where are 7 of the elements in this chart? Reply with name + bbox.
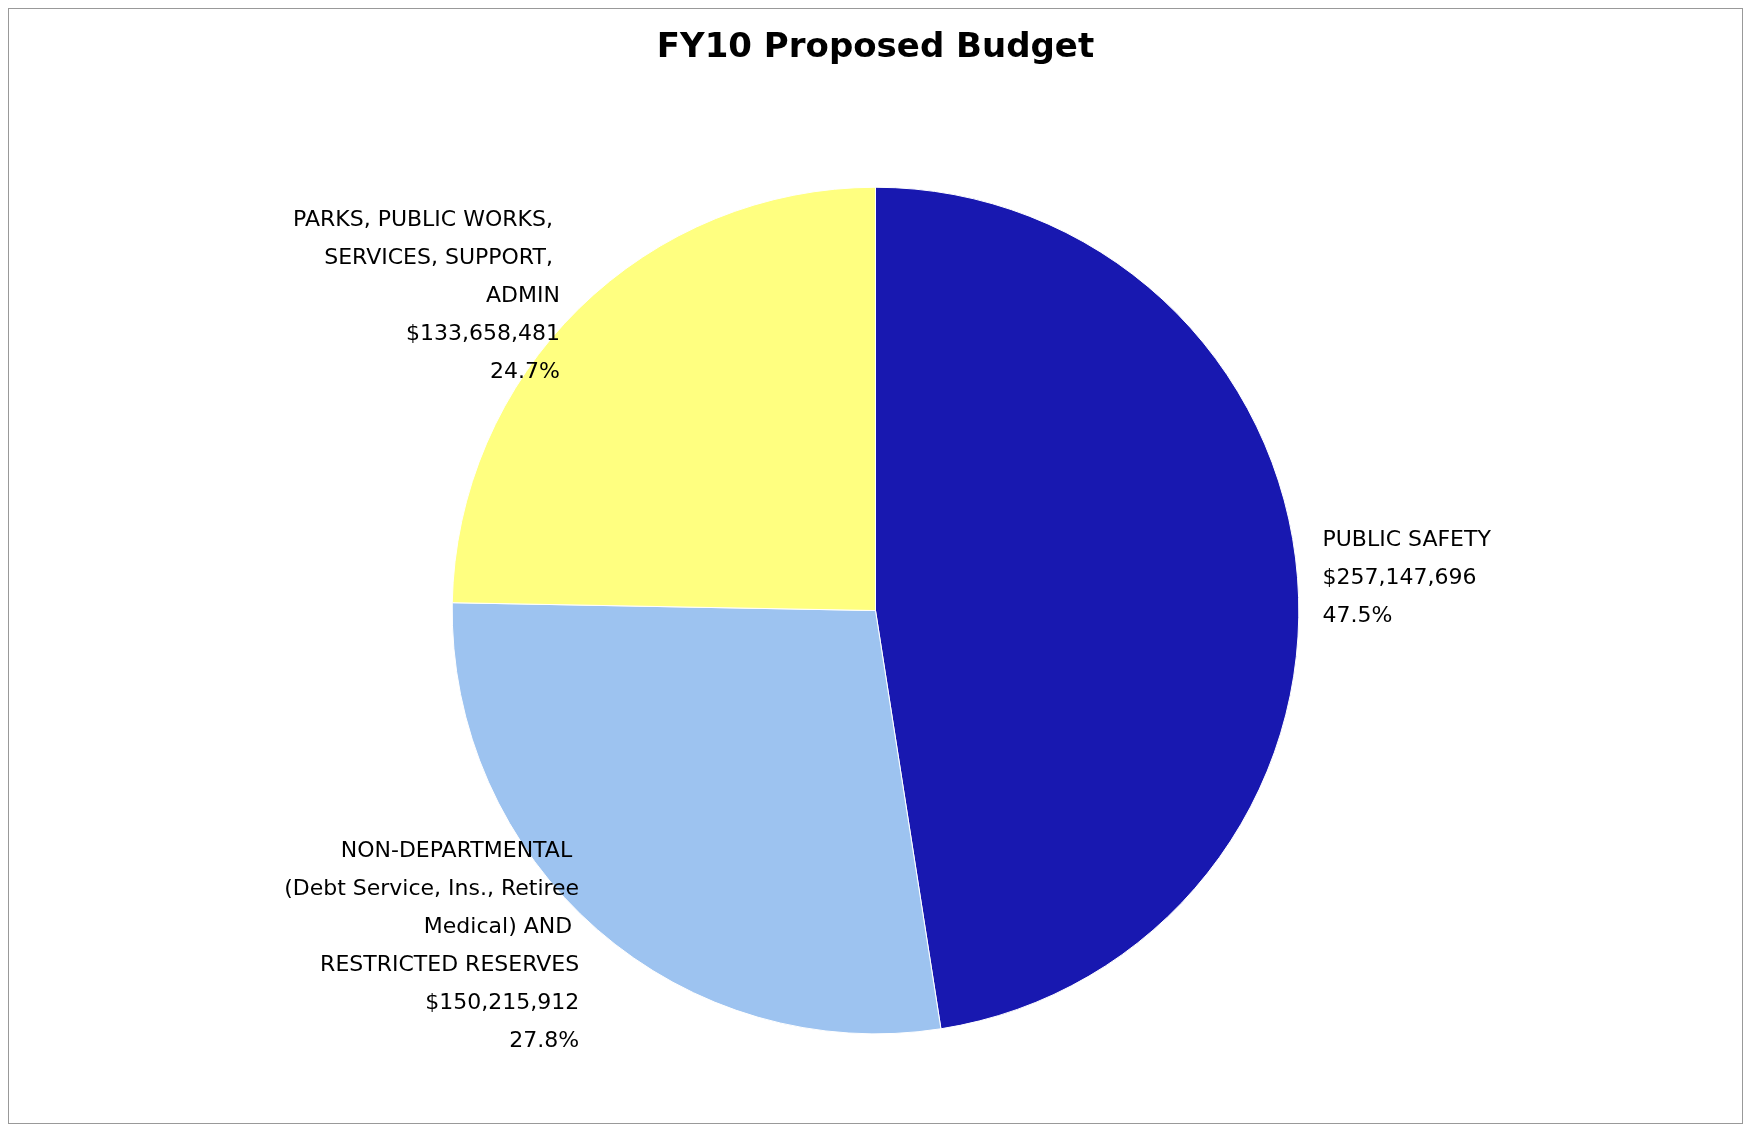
data-label: $133,658,481 24.7% bbox=[405, 319, 560, 383]
slice-label: PUBLIC SAFETY bbox=[1322, 525, 1492, 551]
data-label: $257,147,696 47.5% bbox=[1322, 563, 1477, 627]
slice-label: NON-DEPARTMENTAL (Debt Service, Ins., Retiree Medical) AND RESTRICTED RESERVES bbox=[284, 837, 580, 977]
data-label: $150,215,912 27.8% bbox=[425, 989, 580, 1053]
slice-label: PARKS, PUBLIC WORKS, SERVICES, SUPPORT, ADMIN bbox=[293, 205, 560, 307]
chart-title: FY10 Proposed Budget bbox=[656, 25, 1095, 65]
